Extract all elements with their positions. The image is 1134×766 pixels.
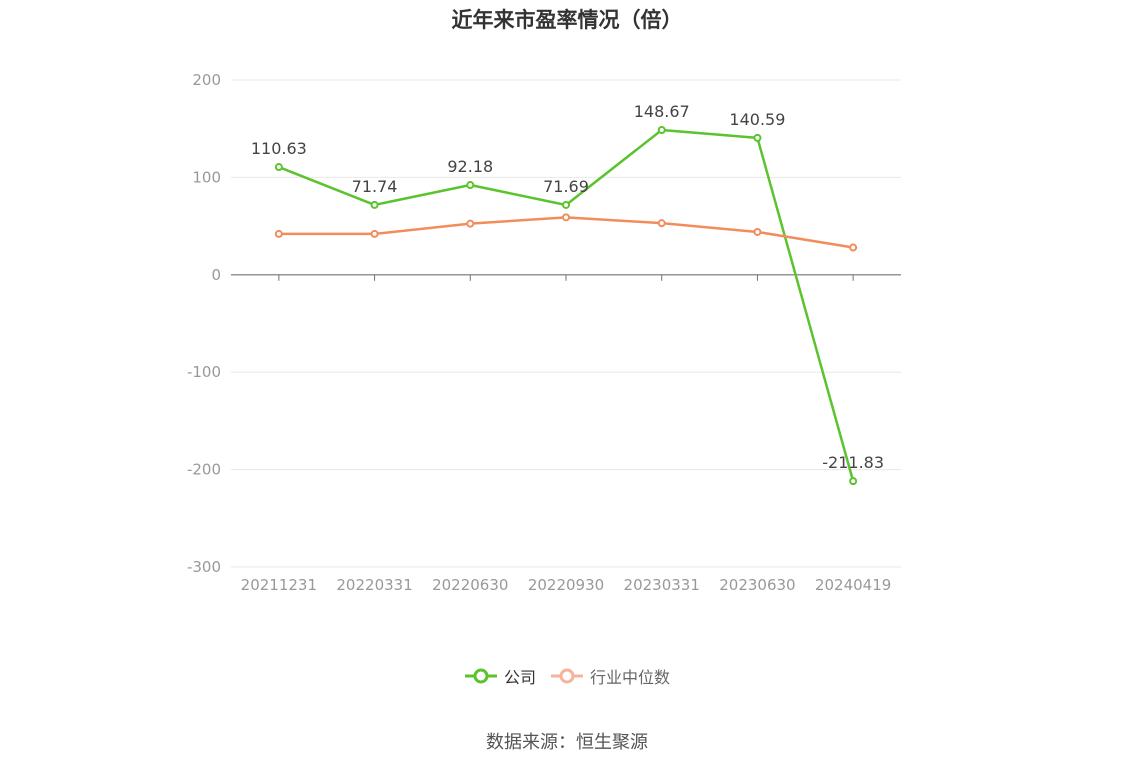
- legend-label-company: 公司: [503, 668, 536, 687]
- company-data-point: [274, 163, 283, 172]
- data-labels: 110.63 71.74 92.18 71.69 148.67 140.59 -211.83: [251, 102, 884, 472]
- company-data-label: 92.18: [447, 157, 493, 176]
- legend-company-line-icon: [464, 668, 497, 684]
- x-tick-label: 20240419: [815, 576, 891, 594]
- x-tick-label: 20220331: [336, 576, 412, 594]
- industry-data-point: [849, 243, 858, 252]
- company-data-point: [466, 181, 475, 190]
- y-tick-label: 0: [211, 266, 221, 284]
- grid-lines: [231, 79, 901, 568]
- x-tick-label: 20220930: [528, 576, 604, 594]
- legend: 公司 行业中位数: [0, 664, 1134, 688]
- industry-data-point: [562, 213, 570, 222]
- y-tick-label: 100: [192, 168, 221, 186]
- industry-data-point: [657, 219, 666, 228]
- company-data-point: [370, 200, 379, 209]
- data-source: 数据来源：恒生聚源: [486, 732, 648, 753]
- y-tick-label: -300: [187, 558, 221, 576]
- company-data-label: -211.83: [822, 453, 884, 472]
- industry-data-point: [753, 227, 762, 236]
- industry-data-point: [466, 219, 475, 228]
- company-data-point: [657, 125, 666, 134]
- y-tick-label: 200: [192, 71, 221, 89]
- company-data-point: [562, 200, 570, 209]
- legend-item-company[interactable]: 公司: [464, 664, 536, 688]
- pe-ratio-line-chart: 200 100 0 -100 -200 -300 20211231 20220331 20220…: [187, 71, 901, 594]
- company-data-label: 110.63: [251, 139, 307, 158]
- industry-data-point: [274, 229, 283, 238]
- legend-industry-line-icon: [551, 668, 583, 684]
- company-data-label: 71.74: [352, 177, 398, 196]
- x-tick-label: 20230630: [719, 576, 795, 594]
- legend-item-industry[interactable]: 行业中位数: [550, 664, 670, 688]
- y-tick-label: -100: [187, 363, 221, 381]
- industry-data-point: [370, 229, 379, 238]
- axes: 200 100 0 -100 -200 -300 20211231 20220331 20220…: [187, 71, 901, 594]
- company-data-label: 140.59: [729, 110, 785, 129]
- x-tick-label: 20230331: [624, 576, 700, 594]
- x-tick-label: 20220630: [432, 576, 508, 594]
- company-data-label: 71.69: [543, 177, 589, 196]
- chart-title: 近年来市盈率情况（倍）: [451, 8, 683, 32]
- y-tick-label: -200: [187, 461, 221, 479]
- legend-label-industry: 行业中位数: [590, 668, 671, 687]
- series: [274, 125, 858, 486]
- industry-series-line: [278, 216, 854, 249]
- company-data-point: [753, 133, 762, 142]
- company-data-label: 148.67: [634, 102, 690, 121]
- company-data-point: [849, 477, 858, 486]
- x-tick-label: 20211231: [241, 576, 317, 594]
